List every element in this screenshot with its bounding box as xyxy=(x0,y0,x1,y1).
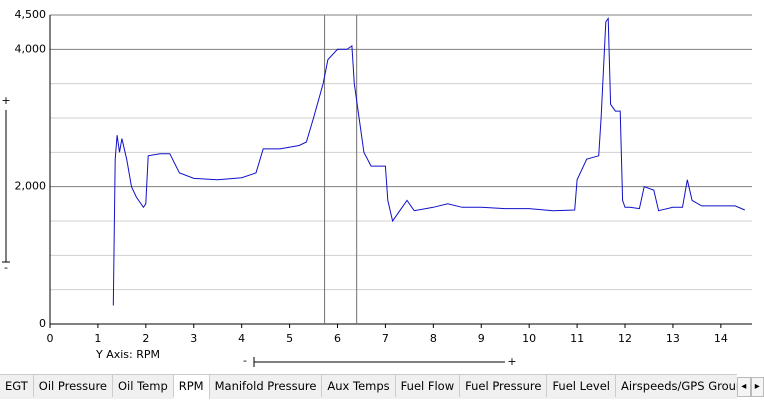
tab-scroll: ◂ ▸ xyxy=(737,377,764,397)
x-tick-label: 5 xyxy=(286,332,293,345)
tab[interactable]: Fuel Pressure xyxy=(460,375,548,397)
x-tick-label: 1 xyxy=(94,332,101,345)
x-axis-label: Y Axis: RPM xyxy=(95,348,160,361)
tab[interactable]: Oil Pressure xyxy=(34,375,113,397)
tab-scroll-button[interactable]: ◂ xyxy=(737,377,751,397)
y-tick-label: 4,000 xyxy=(15,42,47,55)
tab-scroll-button[interactable]: ▸ xyxy=(750,377,764,397)
x-tick-label: 11 xyxy=(570,332,584,345)
tab[interactable]: Manifold Pressure xyxy=(210,375,323,397)
x-tick-label: 7 xyxy=(382,332,389,345)
x-tick-label: 6 xyxy=(334,332,341,345)
y-tick-label: 2,000 xyxy=(15,180,47,193)
tab[interactable]: Fuel Level xyxy=(547,375,616,397)
tab[interactable]: Aux Temps xyxy=(322,375,396,397)
x-tick-label: 2 xyxy=(142,332,149,345)
rpm-line xyxy=(112,16,745,306)
tab[interactable]: EGT xyxy=(0,375,34,397)
x-tick-label: 13 xyxy=(666,332,680,345)
x-tick-label: 10 xyxy=(522,332,536,345)
x-tick-label: 0 xyxy=(47,332,54,345)
y-zoom-minus[interactable]: - xyxy=(4,261,8,274)
x-tick-label: 8 xyxy=(430,332,437,345)
x-zoom-minus[interactable]: - xyxy=(243,354,247,367)
tab[interactable]: RPM xyxy=(173,375,210,399)
y-tick-label: 0 xyxy=(39,317,46,330)
tab[interactable]: Airspeeds/GPS Groundspeed xyxy=(616,375,737,397)
x-tick-label: 9 xyxy=(478,332,485,345)
tab[interactable]: Oil Temp xyxy=(113,375,174,397)
tab-bar: EGT Oil Pressure Oil Temp RPM Manifold Press… xyxy=(0,374,737,399)
x-tick-label: 3 xyxy=(190,332,197,345)
x-tick-label: 12 xyxy=(618,332,632,345)
x-tick-label: 4 xyxy=(238,332,245,345)
y-zoom-plus[interactable]: + xyxy=(1,94,10,107)
tab[interactable]: Fuel Flow xyxy=(396,375,461,397)
x-zoom-plus[interactable]: + xyxy=(507,355,516,368)
y-tick-label: 4,500 xyxy=(15,8,47,21)
x-tick-label: 14 xyxy=(714,332,728,345)
